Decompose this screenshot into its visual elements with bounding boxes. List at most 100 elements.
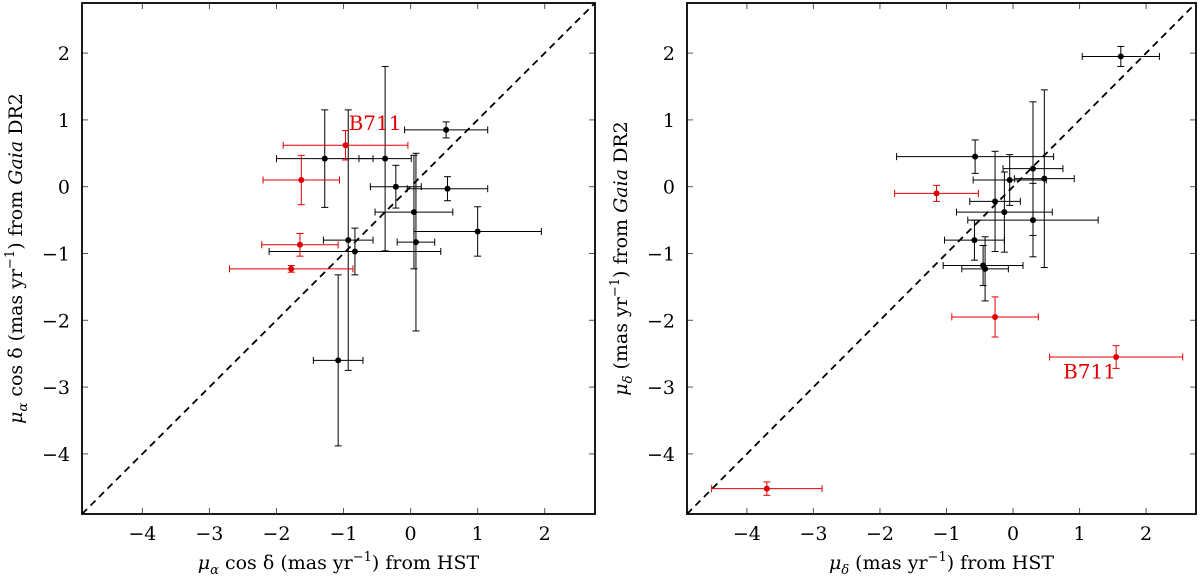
data-marker [342, 142, 349, 149]
x-axis-title: μα cos δ (mas yr−1) from HST [198, 550, 480, 578]
x-tick-label: 2 [1140, 523, 1152, 545]
data-point [229, 265, 354, 273]
data-point [943, 219, 1005, 261]
data-marker [444, 185, 451, 192]
x-tick-label: −4 [733, 523, 761, 545]
y-tick-label: −4 [42, 444, 70, 466]
data-marker [971, 237, 978, 244]
data-marker [982, 265, 989, 272]
y-tick-label: −3 [42, 377, 70, 399]
data-point [711, 481, 823, 496]
data-point [951, 296, 1039, 338]
data-marker [335, 357, 342, 364]
data-point [942, 244, 1024, 287]
series-black [268, 65, 542, 447]
data-marker [382, 155, 389, 162]
y-tick-label: −1 [647, 243, 675, 265]
data-point [896, 139, 1055, 174]
data-marker [992, 198, 999, 205]
x-tick-label: −2 [262, 523, 290, 545]
data-point [1049, 345, 1184, 369]
data-point [967, 182, 1099, 258]
data-marker [474, 228, 481, 235]
data-marker [933, 190, 940, 197]
data-point [396, 152, 436, 332]
data-marker [288, 265, 295, 272]
y-tick-label: −1 [42, 243, 70, 265]
x-tick-label: 0 [1007, 523, 1019, 545]
data-marker [321, 155, 328, 162]
data-marker [972, 153, 979, 160]
x-tick-label: 2 [539, 523, 551, 545]
data-marker [992, 313, 999, 320]
data-marker [1117, 53, 1124, 60]
data-point [358, 65, 412, 252]
x-tick-label: 1 [1074, 523, 1086, 545]
data-point [406, 176, 489, 202]
y-axis-title: μδ (mas yr−1) from Gaia DR2 [608, 121, 636, 395]
y-tick-label: 1 [663, 110, 675, 132]
x-tick-label: −2 [866, 523, 894, 545]
data-marker [296, 241, 303, 248]
data-marker [443, 126, 450, 133]
data-point [894, 184, 979, 202]
b711-label: B711 [349, 111, 402, 135]
x-tick-label: −1 [932, 523, 960, 545]
y-tick-label: 2 [58, 43, 70, 65]
series-red [711, 184, 1184, 496]
data-marker [1029, 165, 1036, 172]
y-axis-title: μα cos δ (mas yr−1) from Gaia DR2 [3, 93, 31, 424]
y-tick-label: −2 [42, 310, 70, 332]
data-point [282, 130, 409, 161]
x-tick-label: −3 [195, 523, 223, 545]
plot-frame [81, 2, 596, 515]
data-point [261, 232, 339, 257]
data-point [262, 154, 341, 206]
identity-line [687, 3, 1196, 514]
data-point [413, 206, 542, 257]
x-tick-label: −3 [799, 523, 827, 545]
x-axis-title: μδ (mas yr−1) from HST [829, 550, 1054, 578]
data-point [275, 109, 374, 208]
y-tick-label: −2 [647, 310, 675, 332]
data-point [972, 154, 1047, 206]
data-marker [392, 183, 399, 190]
data-marker [1029, 217, 1036, 224]
data-marker [410, 209, 417, 216]
data-marker [1113, 354, 1120, 361]
data-point [322, 109, 374, 371]
chart-panel-1: −4 −3 −2 −1 0 1 2 −4 −3 −2 −1 0 1 2 B711 μα cos δ (mas … [3, 2, 596, 578]
data-marker [1006, 177, 1013, 184]
data-point [268, 227, 442, 276]
y-tick-label: 0 [58, 177, 70, 199]
chart-panel-2: −4 −3 −2 −1 0 1 2 −4 −3 −2 −1 0 1 2 B711 μδ (mas yr−1) … [608, 2, 1197, 578]
x-tick-label: −1 [330, 523, 358, 545]
plot-frame [686, 2, 1197, 515]
identity-line [82, 3, 595, 514]
x-tick-label: −4 [128, 523, 156, 545]
data-marker [345, 237, 352, 244]
data-marker [351, 248, 358, 255]
y-tick-label: 0 [663, 177, 675, 199]
y-tick-label: 1 [58, 110, 70, 132]
series-red [229, 130, 409, 273]
data-point [369, 164, 422, 209]
data-marker [298, 177, 305, 184]
data-point [404, 121, 489, 139]
data-point [961, 236, 1009, 302]
data-point [1081, 45, 1160, 67]
data-point [969, 150, 1021, 252]
data-marker [1001, 209, 1008, 216]
x-tick-label: 0 [405, 523, 417, 545]
x-tick-label: 1 [472, 523, 484, 545]
series-black [896, 45, 1160, 302]
y-tick-label: −3 [647, 377, 675, 399]
b711-label: B711 [1063, 359, 1116, 383]
data-point [312, 274, 364, 447]
data-marker [412, 239, 419, 246]
data-point [1013, 89, 1075, 269]
data-marker [763, 485, 770, 492]
y-tick-label: 2 [663, 43, 675, 65]
